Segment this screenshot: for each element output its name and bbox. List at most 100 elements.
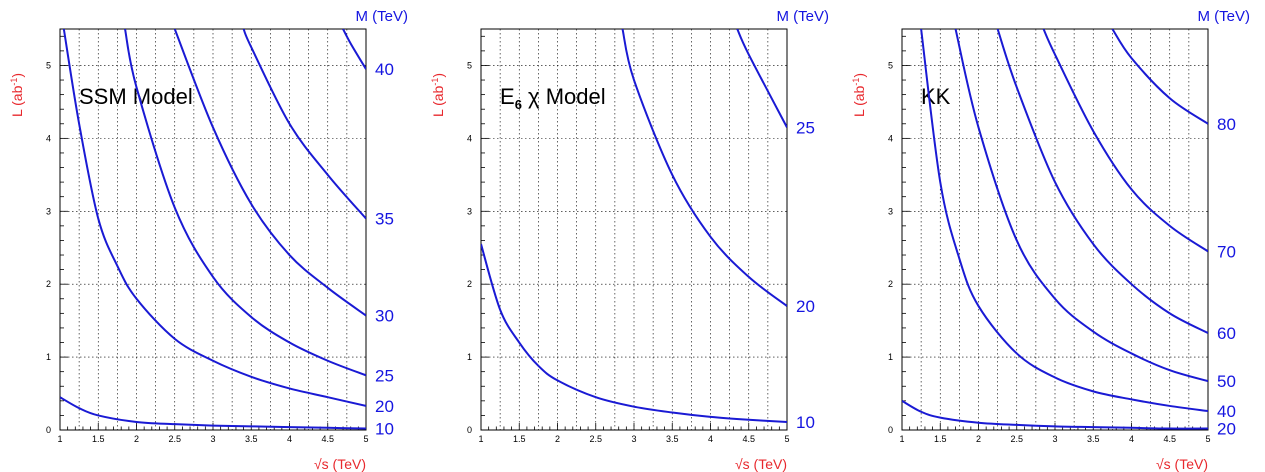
- y-axis-title: L (ab-1): [851, 73, 867, 117]
- y-axis-title-sup: -1: [9, 78, 19, 86]
- x-tick-label: 4.5: [1163, 434, 1176, 444]
- x-tick-label: 2.5: [1010, 434, 1023, 444]
- y-axis-title-sup: -1: [851, 78, 861, 86]
- y-tick-label: 4: [467, 133, 472, 143]
- grid-lines: [902, 29, 1208, 430]
- x-tick-label: 1: [899, 434, 904, 444]
- x-tick-label: 1.5: [92, 434, 105, 444]
- mass-label-60: 60: [1217, 324, 1236, 343]
- mass-label-25: 25: [796, 118, 815, 137]
- x-tick-label: 3: [631, 434, 636, 444]
- x-tick-label: 1: [478, 434, 483, 444]
- mass-label-20: 20: [796, 297, 815, 316]
- x-tick-label: 3: [1052, 434, 1057, 444]
- mass-contour-10: [481, 243, 787, 423]
- x-tick-label: 1.5: [513, 434, 526, 444]
- mass-label-35: 35: [375, 210, 394, 229]
- y-tick-label: 1: [888, 352, 893, 362]
- mass-contour-25: [124, 29, 366, 377]
- panel-title-tail: χ Model: [522, 84, 606, 109]
- mass-contour-70: [1042, 29, 1208, 253]
- mass-label-20: 20: [1217, 420, 1236, 439]
- panel-title-main: KK: [921, 84, 951, 109]
- mass-label-40: 40: [1217, 402, 1236, 421]
- mass-label-25: 25: [375, 366, 394, 385]
- mass-contour-25: [736, 29, 787, 128]
- y-tick-label: 4: [46, 133, 51, 143]
- mass-contour-35: [242, 29, 366, 220]
- panel-title-subscript: 6: [515, 97, 522, 112]
- x-tick-label: 4: [287, 434, 292, 444]
- grid-lines: [60, 29, 366, 430]
- panel-title: KK: [921, 84, 951, 109]
- y-tick-label: 3: [467, 206, 472, 216]
- y-axis-title-close: ): [851, 73, 867, 78]
- y-tick-label: 4: [888, 133, 893, 143]
- mass-contour-60: [996, 29, 1208, 334]
- x-tick-label: 2.5: [168, 434, 181, 444]
- panel-title-main: E: [500, 84, 515, 109]
- y-tick-label: 5: [888, 60, 893, 70]
- y-axis-title-main: L (ab: [851, 85, 867, 117]
- x-tick-label: 4.5: [321, 434, 334, 444]
- mass-contour-40: [920, 29, 1208, 413]
- mass-label-40: 40: [375, 60, 394, 79]
- x-tick-label: 5: [784, 434, 789, 444]
- mass-contour-20: [62, 29, 366, 407]
- mass-contour-20: [902, 399, 1208, 430]
- x-tick-label: 3.5: [1087, 434, 1100, 444]
- x-tick-label: 5: [1205, 434, 1210, 444]
- x-tick-label: 3.5: [245, 434, 258, 444]
- y-tick-label: 3: [46, 206, 51, 216]
- mass-contour-50: [954, 29, 1208, 383]
- x-tick-label: 3.5: [666, 434, 679, 444]
- y-tick-label: 0: [888, 425, 893, 435]
- x-tick-label: 3: [210, 434, 215, 444]
- grid-lines: [481, 29, 787, 430]
- x-axis-title: √s (TeV): [314, 456, 366, 472]
- mass-contour-20: [621, 29, 787, 307]
- y-tick-label: 5: [467, 60, 472, 70]
- y-tick-label: 3: [888, 206, 893, 216]
- y-tick-label: 5: [46, 60, 51, 70]
- mass-label-80: 80: [1217, 115, 1236, 134]
- panel-title: E6 χ Model: [500, 84, 606, 112]
- x-axis-title: √s (TeV): [735, 456, 787, 472]
- mass-label-20: 20: [375, 397, 394, 416]
- x-tick-label: 5: [363, 434, 368, 444]
- mass-contour-10: [60, 396, 366, 430]
- mass-label-10: 10: [375, 420, 394, 439]
- mass-label-30: 30: [375, 307, 394, 326]
- y-tick-label: 1: [46, 352, 51, 362]
- y-axis-title-main: L (ab: [9, 85, 25, 117]
- mass-label-70: 70: [1217, 242, 1236, 261]
- mass-axis-title: M (TeV): [356, 8, 409, 25]
- y-tick-label: 2: [888, 279, 893, 289]
- x-tick-label: 2: [134, 434, 139, 444]
- y-tick-label: 1: [467, 352, 472, 362]
- x-tick-label: 4: [1129, 434, 1134, 444]
- y-axis-title-sup: -1: [430, 78, 440, 86]
- x-tick-label: 2: [555, 434, 560, 444]
- y-axis-title-close: ): [9, 73, 25, 78]
- y-tick-label: 0: [467, 425, 472, 435]
- y-tick-label: 2: [46, 279, 51, 289]
- x-tick-label: 1: [57, 434, 62, 444]
- y-axis-title: L (ab-1): [430, 73, 446, 117]
- x-tick-label: 1.5: [934, 434, 947, 444]
- mass-contour-80: [1111, 29, 1208, 125]
- x-tick-label: 4: [708, 434, 713, 444]
- mass-axis-title: M (TeV): [1198, 8, 1251, 25]
- mass-contour-30: [173, 29, 366, 317]
- x-tick-label: 2: [976, 434, 981, 444]
- mass-label-50: 50: [1217, 372, 1236, 391]
- y-axis-title-main: L (ab: [430, 85, 446, 117]
- x-tick-label: 2.5: [589, 434, 602, 444]
- mass-label-10: 10: [796, 413, 815, 432]
- y-axis-title: L (ab-1): [9, 73, 25, 117]
- y-tick-label: 0: [46, 425, 51, 435]
